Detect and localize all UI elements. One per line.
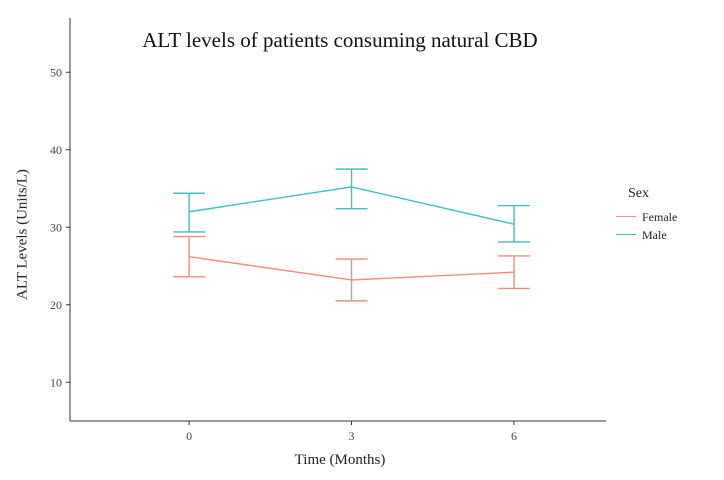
x-axis-title: Time (Months) [294, 452, 386, 468]
x-tick-label: 3 [349, 429, 355, 443]
y-tick-label: 50 [50, 65, 62, 79]
x-tick-label: 0 [186, 429, 192, 443]
legend-item-female: Female [610, 208, 720, 226]
y-tick-label: 30 [50, 220, 62, 234]
y-tick-label: 40 [50, 143, 62, 157]
legend-item-male: Male [610, 226, 720, 244]
y-tick-label: 10 [50, 375, 62, 389]
series-male [173, 168, 530, 243]
chart-title: ALT levels of patients consuming natural… [142, 28, 538, 52]
axes: 10 20 30 40 50 0 3 6 [50, 18, 606, 443]
series-female [173, 235, 530, 302]
legend-key-male [610, 226, 638, 244]
series-layer [173, 168, 530, 302]
legend-title: Sex [628, 186, 649, 201]
x-tick-label: 6 [511, 429, 517, 443]
y-tick-label: 20 [50, 298, 62, 312]
legend-label-male: Male [642, 227, 667, 242]
legend-key-female [610, 208, 638, 226]
legend: Sex Female Male [610, 186, 720, 244]
legend-label-female: Female [642, 209, 678, 224]
y-axis-title: ALT Levels (Units/L) [14, 169, 31, 300]
